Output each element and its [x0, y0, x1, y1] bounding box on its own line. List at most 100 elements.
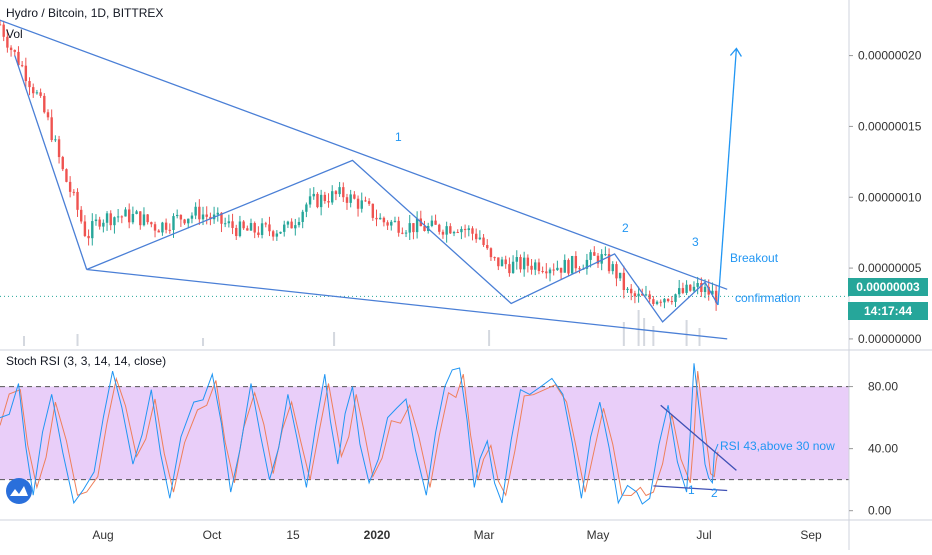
- stoch-rsi-pane[interactable]: [0, 363, 849, 505]
- candle-body: [316, 193, 319, 208]
- rsi-low-label-2: 2: [711, 486, 718, 500]
- candle-body: [552, 269, 555, 271]
- candle-body: [489, 248, 493, 258]
- time-tick-label: 2020: [364, 528, 391, 542]
- candle-body: [201, 214, 205, 220]
- candle-body: [711, 290, 714, 295]
- candle-body: [379, 217, 382, 220]
- candle-body: [242, 221, 245, 229]
- candle-body: [139, 211, 142, 226]
- candle-body: [641, 293, 644, 296]
- volume-bar: [622, 322, 625, 346]
- candle-body: [72, 191, 76, 193]
- time-tick-label: Sep: [800, 528, 822, 542]
- candle-body: [452, 232, 456, 234]
- candle-body: [260, 223, 264, 235]
- price-tick-label: 0.00000020: [858, 49, 922, 63]
- candle-body: [116, 216, 120, 218]
- candle-body: [312, 193, 315, 197]
- candle-body: [342, 187, 345, 198]
- candle-body: [611, 264, 614, 272]
- candle-body: [65, 169, 68, 182]
- candle-body: [327, 201, 330, 203]
- time-tick-label: Mar: [474, 528, 495, 542]
- oscillator-title: Stoch RSI (3, 3, 14, 14, close): [6, 354, 166, 368]
- candle-body: [530, 265, 533, 270]
- last-price-tag[interactable]: 0.00000003: [848, 278, 928, 296]
- candle-body: [135, 211, 138, 214]
- candle-body: [670, 301, 674, 303]
- candle-body: [172, 216, 175, 231]
- candle-body: [153, 224, 157, 231]
- lower-trendline[interactable]: [86, 268, 728, 340]
- candle-body: [563, 259, 566, 273]
- wave-path[interactable]: [86, 159, 719, 323]
- time-tick-label: Oct: [203, 528, 222, 542]
- volume-bar: [698, 328, 701, 346]
- candle-body: [648, 294, 651, 300]
- candle-body: [323, 194, 327, 202]
- candle-body: [364, 200, 367, 202]
- candle-body: [249, 223, 253, 231]
- osc-tick-label: 40.00: [868, 442, 898, 456]
- initial-drop-line[interactable]: [14, 55, 88, 270]
- candle-body: [98, 219, 101, 227]
- candle-body: [460, 228, 463, 233]
- candle-body: [175, 214, 179, 217]
- time-tick-label: May: [587, 528, 610, 542]
- candle-body: [390, 221, 393, 226]
- candle-body: [76, 191, 79, 210]
- candle-body: [438, 224, 441, 232]
- candle-body: [615, 264, 618, 279]
- breakout-arrow-line[interactable]: [717, 48, 738, 305]
- candle-body: [596, 255, 600, 264]
- price-pane[interactable]: [0, 19, 849, 346]
- candle-body: [456, 232, 459, 234]
- candle-body: [685, 284, 688, 293]
- candle-body: [474, 233, 478, 240]
- candle-body: [102, 222, 105, 227]
- logo-mark-icon: [10, 486, 28, 496]
- candle-body: [109, 213, 112, 226]
- candle-body: [271, 231, 275, 237]
- candle-body: [534, 262, 537, 270]
- candle-body: [319, 194, 323, 208]
- upper-trendline[interactable]: [0, 19, 728, 290]
- candle-body: [190, 215, 194, 219]
- candle-body: [626, 288, 629, 291]
- candle-body: [32, 87, 35, 94]
- candle-body: [297, 221, 301, 226]
- candle-body: [644, 294, 648, 296]
- candle-body: [367, 201, 371, 204]
- candle-body: [430, 220, 434, 226]
- rsi-low-label-1: 1: [688, 483, 695, 497]
- candle-body: [57, 139, 61, 158]
- wave-label-3: 3: [692, 235, 699, 249]
- candle-body: [441, 231, 445, 235]
- volume-label: Vol: [6, 27, 23, 41]
- candle-body: [637, 293, 640, 297]
- rsi-falling-line[interactable]: [660, 404, 737, 471]
- candle-body: [541, 270, 544, 272]
- candle-body: [6, 36, 9, 48]
- confirmation-label: confirmation: [735, 291, 800, 305]
- candle-body: [478, 237, 482, 240]
- tradingview-logo[interactable]: [6, 478, 32, 504]
- candle-body: [231, 221, 234, 228]
- time-tick-label: Jul: [696, 528, 711, 542]
- candle-body: [508, 264, 511, 274]
- candle-body: [618, 272, 622, 279]
- candle-body: [61, 157, 64, 170]
- candle-body: [593, 252, 596, 256]
- candle-body: [504, 259, 507, 265]
- candle-body: [349, 194, 352, 203]
- candle-body: [515, 257, 518, 262]
- candle-body: [696, 283, 699, 287]
- candle-body: [449, 226, 452, 234]
- volume-bar: [76, 334, 79, 346]
- candle-body: [50, 117, 53, 141]
- rsi-lows-line[interactable]: [653, 485, 728, 492]
